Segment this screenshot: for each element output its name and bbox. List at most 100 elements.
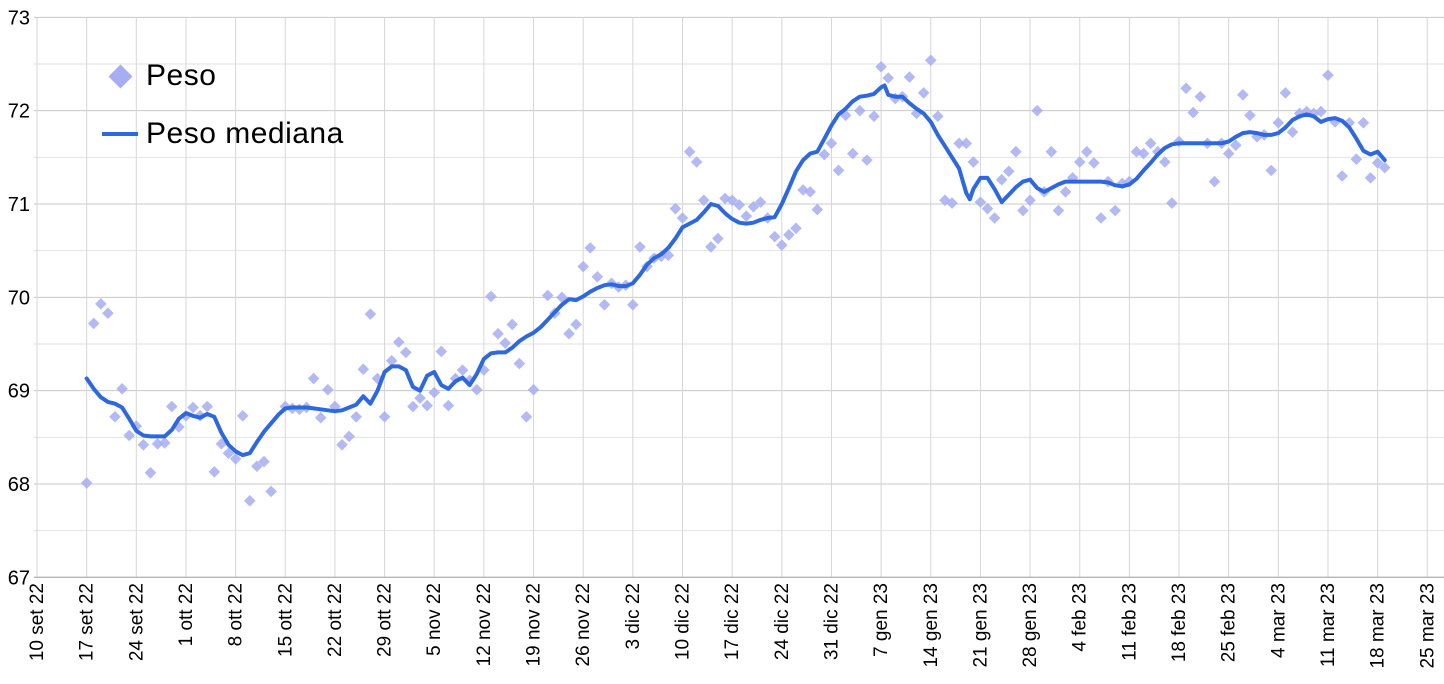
legend-item-peso-mediana: Peso mediana: [98, 110, 344, 158]
data-point-peso: [470, 383, 483, 396]
data-point-peso: [158, 437, 171, 449]
data-point-peso: [201, 400, 214, 413]
data-point-peso: [1166, 197, 1178, 209]
data-point-peso: [1073, 156, 1086, 168]
legend-swatch-peso: [98, 63, 142, 89]
data-point-peso: [1144, 137, 1157, 150]
data-point-peso: [846, 147, 859, 160]
data-point-peso: [1187, 106, 1200, 119]
data-point-peso: [577, 260, 589, 273]
data-point-peso: [697, 194, 710, 207]
data-point-peso: [747, 200, 760, 213]
x-tick-label: 25 feb 23: [1219, 583, 1240, 662]
data-point-peso: [804, 186, 816, 198]
data-point-peso: [797, 184, 809, 196]
data-point-peso: [754, 196, 767, 208]
data-point-peso: [598, 298, 611, 311]
data-point-peso: [407, 400, 419, 413]
data-point-peso: [109, 410, 121, 423]
y-tick-label: 67: [8, 567, 30, 589]
data-point-peso: [1010, 145, 1022, 158]
data-point-peso: [371, 372, 384, 385]
data-point-peso: [322, 383, 334, 396]
data-point-peso: [414, 392, 426, 404]
data-point-peso: [1222, 147, 1235, 160]
data-point-peso: [775, 239, 788, 251]
data-point-peso: [357, 363, 370, 375]
x-tick-label: 24 dic 22: [772, 583, 793, 660]
data-point-peso: [1088, 157, 1100, 169]
data-point-peso: [1208, 175, 1221, 188]
x-tick-label: 4 mar 23: [1268, 583, 1289, 658]
data-point-peso: [563, 327, 575, 340]
data-point-peso: [712, 232, 724, 245]
data-point-peso: [1357, 117, 1370, 129]
x-tick-label: 3 dic 22: [623, 583, 644, 650]
x-tick-label: 25 mar 23: [1417, 583, 1438, 669]
x-tick-label: 18 mar 23: [1368, 583, 1389, 669]
x-tick-label: 21 gen 23: [970, 583, 991, 668]
x-tick-label: 10 set 22: [27, 583, 48, 661]
data-point-peso: [988, 212, 1001, 224]
data-point-peso: [130, 420, 143, 432]
data-point-peso: [740, 210, 753, 222]
data-point-peso: [1272, 117, 1285, 129]
data-point-peso: [1045, 145, 1058, 158]
data-point-peso: [400, 346, 412, 359]
x-tick-label: 18 feb 23: [1169, 583, 1190, 662]
data-point-peso: [222, 447, 235, 459]
data-point-peso: [1378, 161, 1391, 174]
data-point-peso: [258, 455, 270, 468]
data-point-peso: [627, 298, 639, 311]
data-point-peso: [939, 194, 951, 207]
data-point-peso: [811, 203, 824, 216]
data-point-peso: [662, 249, 675, 262]
data-point-peso: [336, 438, 348, 451]
x-tick-label: 22 ott 22: [325, 583, 346, 657]
x-tick-label: 24 set 22: [126, 583, 147, 661]
data-point-peso: [137, 438, 150, 451]
x-tick-label: 1 ott 22: [176, 583, 197, 646]
y-tick-label: 70: [8, 287, 30, 309]
data-point-peso: [165, 400, 178, 413]
data-point-peso: [868, 110, 880, 123]
x-tick-label: 11 feb 23: [1119, 583, 1140, 661]
data-point-peso: [832, 164, 845, 177]
data-point-peso: [1279, 87, 1292, 99]
data-point-peso: [974, 196, 987, 208]
data-point-peso: [236, 410, 249, 422]
data-point-peso: [421, 399, 433, 412]
data-point-peso: [456, 364, 469, 376]
data-point-peso: [251, 460, 263, 473]
data-point-peso: [151, 438, 164, 450]
y-tick-label: 71: [8, 194, 30, 216]
data-point-peso: [442, 399, 455, 412]
data-point-peso: [314, 411, 327, 424]
data-point-peso: [80, 477, 93, 489]
data-point-peso: [123, 429, 136, 442]
data-point-peso: [1159, 156, 1171, 168]
data-point-peso: [350, 410, 362, 423]
data-point-peso: [556, 291, 568, 304]
legend-label-peso-mediana: Peso mediana: [146, 117, 344, 150]
data-point-peso: [478, 364, 490, 376]
data-point-peso: [492, 327, 504, 340]
data-point-peso: [591, 270, 604, 283]
x-tick-label: 12 nov 22: [474, 583, 495, 666]
data-point-peso: [570, 318, 582, 331]
data-point-peso: [967, 156, 980, 168]
data-point-peso: [669, 202, 682, 215]
data-point-peso: [243, 494, 256, 507]
data-point-peso: [1336, 170, 1348, 182]
data-point-peso: [1237, 89, 1249, 101]
data-point-peso: [87, 317, 100, 330]
line-marker-icon: [102, 132, 138, 136]
data-point-peso: [861, 154, 873, 166]
data-point-peso: [1017, 204, 1029, 217]
data-point-peso: [917, 87, 930, 99]
data-point-peso: [102, 307, 114, 319]
data-point-peso: [1244, 109, 1256, 122]
data-point-peso: [1315, 105, 1327, 118]
